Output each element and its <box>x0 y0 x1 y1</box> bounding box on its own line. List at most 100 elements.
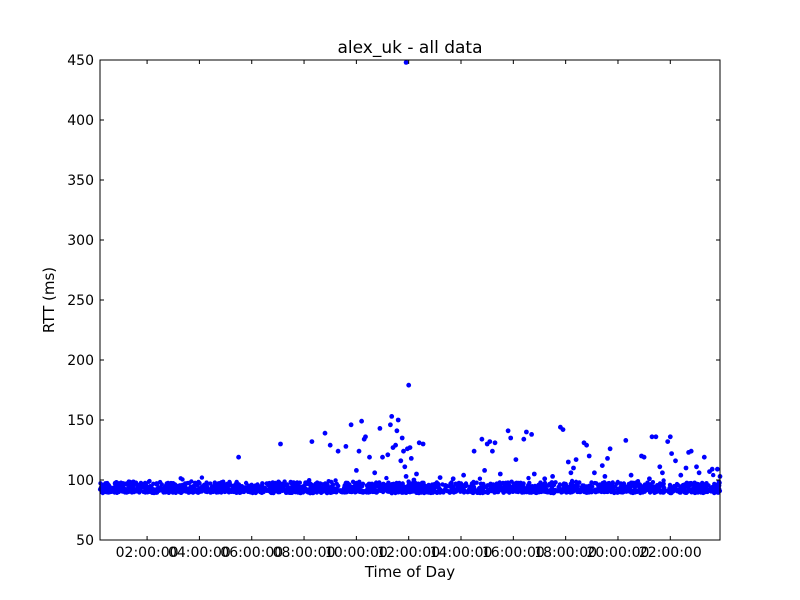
data-point <box>151 488 156 494</box>
y-tick-label: 50 <box>76 533 94 549</box>
data-point <box>497 471 503 477</box>
data-point <box>267 484 273 489</box>
data-point <box>519 490 525 495</box>
data-point <box>437 490 443 495</box>
data-point <box>234 489 240 494</box>
data-point <box>531 486 536 492</box>
data-point <box>607 446 613 452</box>
data-point <box>408 489 414 494</box>
data-point <box>548 481 554 486</box>
data-point <box>477 476 483 481</box>
data-point <box>277 482 283 487</box>
data-point <box>204 481 209 486</box>
data-point <box>550 474 555 479</box>
data-point <box>403 474 409 479</box>
chart-title: alex_uk - all data <box>338 38 483 58</box>
data-point <box>508 435 514 441</box>
data-point <box>388 422 393 428</box>
y-axis-label: RTT (ms) <box>40 267 58 333</box>
data-point <box>432 485 437 490</box>
data-point <box>381 481 386 487</box>
data-point <box>647 476 652 482</box>
y-tick-label: 350 <box>67 173 94 189</box>
data-point <box>236 454 242 460</box>
data-point <box>471 482 476 487</box>
data-point <box>461 472 466 478</box>
data-point <box>115 482 121 487</box>
data-point <box>593 487 598 493</box>
data-point <box>701 454 707 460</box>
data-point <box>713 485 719 490</box>
data-point <box>492 488 497 494</box>
data-point <box>505 480 511 485</box>
data-point <box>332 487 337 493</box>
data-point <box>291 485 297 490</box>
data-point <box>483 484 489 490</box>
data-point <box>353 488 358 493</box>
data-point <box>393 486 398 491</box>
data-point <box>215 485 220 490</box>
data-point <box>464 483 469 488</box>
data-point <box>581 488 586 494</box>
data-point <box>450 476 456 482</box>
data-point <box>99 488 105 493</box>
data-point <box>623 486 629 491</box>
data-point <box>490 448 495 454</box>
data-point <box>599 489 604 495</box>
data-point <box>363 434 368 440</box>
data-point <box>159 482 164 487</box>
data-point <box>318 481 323 486</box>
data-point <box>621 481 627 486</box>
data-point <box>445 488 450 494</box>
data-point <box>236 482 242 487</box>
x-tick-label: 18:00:00 <box>534 545 597 561</box>
data-point <box>642 482 648 487</box>
data-point <box>644 485 650 491</box>
data-point <box>458 484 463 489</box>
data-point <box>577 489 582 495</box>
data-point <box>563 488 569 493</box>
data-point <box>295 480 300 485</box>
data-point <box>191 484 196 489</box>
data-point <box>367 454 372 460</box>
y-tick-label: 100 <box>67 473 94 489</box>
data-point <box>343 489 348 494</box>
data-point <box>258 484 263 489</box>
data-point <box>372 470 378 476</box>
data-point <box>209 484 215 490</box>
data-point <box>480 488 485 494</box>
data-point <box>657 464 663 470</box>
data-point <box>407 445 413 450</box>
data-point <box>111 486 117 491</box>
data-point <box>449 487 454 492</box>
data-point <box>133 480 139 485</box>
data-point <box>100 482 106 488</box>
data-point <box>274 487 279 492</box>
data-point <box>416 440 422 446</box>
y-tick-label: 450 <box>67 53 94 69</box>
data-point <box>105 480 110 486</box>
data-point <box>112 490 117 495</box>
data-point <box>602 485 607 490</box>
data-point <box>415 482 421 487</box>
data-point <box>408 456 414 461</box>
data-point <box>478 481 484 486</box>
data-point <box>389 490 395 495</box>
data-point <box>142 485 148 490</box>
data-point <box>570 489 576 494</box>
data-point <box>599 463 605 468</box>
data-point <box>395 417 401 423</box>
data-point <box>471 485 476 491</box>
data-point <box>651 487 656 493</box>
data-point <box>366 487 371 492</box>
data-point <box>571 465 576 471</box>
data-point <box>264 481 270 486</box>
data-point <box>214 490 219 495</box>
data-point <box>273 482 278 488</box>
data-point <box>696 470 702 476</box>
data-point <box>605 488 611 493</box>
data-point <box>370 483 376 488</box>
data-point <box>492 440 498 446</box>
data-point <box>529 432 534 437</box>
